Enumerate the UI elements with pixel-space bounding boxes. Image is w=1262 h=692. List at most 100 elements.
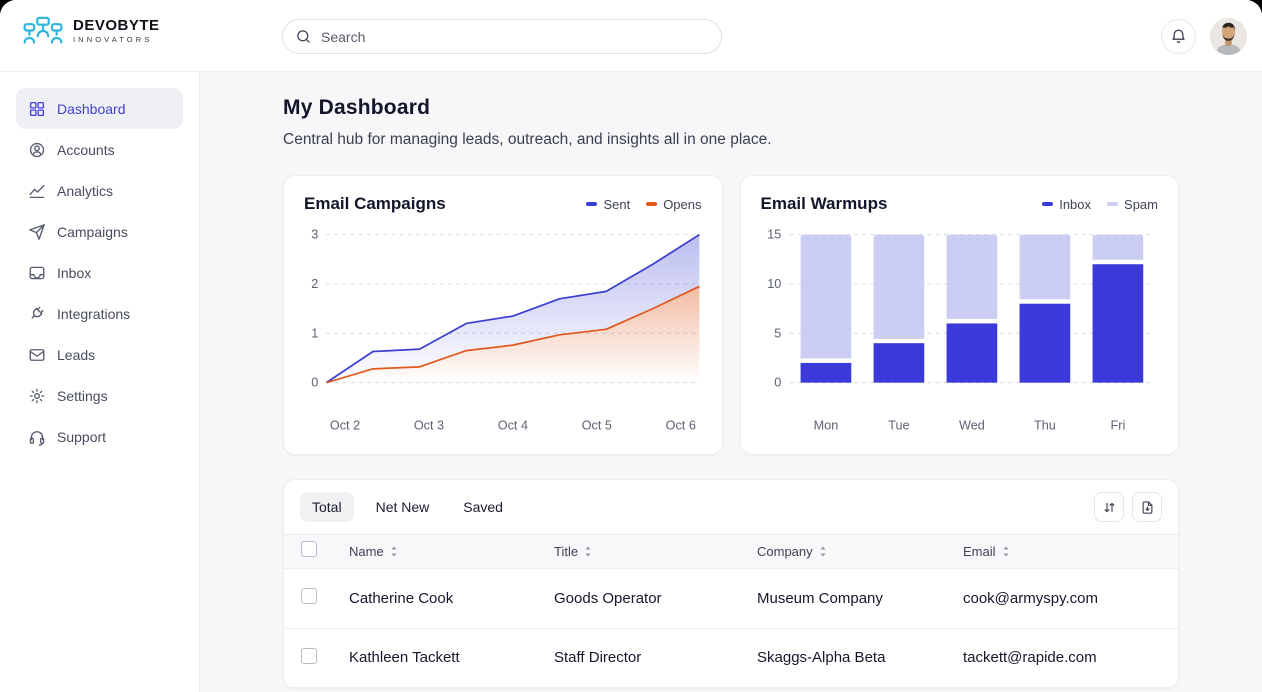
sidebar-item-label: Analytics — [57, 182, 114, 199]
sidebar-item-label: Inbox — [57, 264, 92, 281]
row-checkbox[interactable] — [301, 647, 317, 664]
legend-item-sent: Sent — [586, 197, 630, 212]
gear-icon — [29, 388, 45, 403]
brand-name: DEVOBYTE — [73, 16, 160, 34]
cell-company: Museum Company — [757, 589, 883, 607]
cell-email: tackett@rapide.com — [963, 649, 1097, 667]
sidebar-item-label: Campaigns — [57, 223, 128, 240]
cell-email: cook@armyspy.com — [963, 589, 1098, 607]
legend-item-opens: Opens — [646, 196, 702, 212]
cell-name: Catherine Cook — [349, 589, 454, 607]
sidebar-item-label: Support — [57, 428, 107, 445]
svg-text:Oct 5: Oct 5 — [582, 418, 612, 432]
svg-text:0: 0 — [311, 376, 318, 390]
svg-text:Thu: Thu — [1033, 418, 1055, 432]
svg-text:2: 2 — [311, 277, 318, 291]
svg-text:Oct 3: Oct 3 — [414, 418, 444, 432]
legend-item-spam: Spam — [1107, 197, 1158, 212]
sidebar-item-support[interactable]: Support — [16, 416, 183, 457]
main-content: My Dashboard Central hub for managing le… — [200, 72, 1262, 692]
search-bar[interactable] — [282, 19, 722, 54]
legend-label: Opens — [663, 196, 702, 212]
legend-swatch-inbox — [1042, 201, 1054, 207]
sidebar-item-leads[interactable]: Leads — [16, 334, 183, 375]
svg-text:Tue: Tue — [888, 418, 909, 432]
legend-swatch-sent — [586, 201, 598, 207]
table-row[interactable]: Catherine Cook Goods Operator Museum Com… — [284, 569, 1178, 629]
svg-text:5: 5 — [774, 326, 781, 340]
sidebar-item-integrations[interactable]: Integrations — [16, 293, 183, 334]
campaigns-legend: Sent Opens — [586, 196, 702, 212]
cell-company: Skaggs-Alpha Beta — [757, 649, 886, 667]
column-header-title[interactable]: Title — [554, 544, 757, 559]
svg-text:Oct 4: Oct 4 — [498, 418, 528, 432]
email-campaigns-area-chart: 0 1 2 3 Oct 2 Oct 3 Oct 4 Oct 5 Oct 6 — [311, 228, 700, 432]
email-campaigns-card: Email Campaigns Sent Opens 0 1 2 3 Oct 2 Oct … — [283, 175, 723, 455]
paper-plane-icon — [29, 223, 45, 240]
tab-total[interactable]: Total — [300, 492, 354, 522]
search-input[interactable] — [321, 28, 709, 45]
envelope-icon — [29, 348, 45, 361]
page-subtitle: Central hub for managing leads, outreach… — [283, 131, 772, 148]
avatar-image — [1210, 18, 1247, 55]
legend-swatch-opens — [646, 201, 658, 207]
cell-title: Goods Operator — [554, 589, 662, 607]
tab-net-new[interactable]: Net New — [375, 499, 430, 515]
sidebar-item-label: Settings — [57, 387, 108, 404]
export-file-icon — [1142, 500, 1152, 514]
column-header-company[interactable]: Company — [757, 544, 963, 559]
svg-text:Oct 2: Oct 2 — [330, 418, 360, 432]
email-warmups-bar-chart: 0 5 10 15 Mon Tue Wed Thu Fri — [767, 228, 1154, 432]
column-header-email[interactable]: Email — [963, 544, 1178, 559]
brand-tagline: INNOVATORS — [73, 35, 153, 45]
bell-icon — [1172, 29, 1185, 43]
column-header-name[interactable]: Name — [349, 544, 554, 559]
notifications-button[interactable] — [1161, 19, 1196, 54]
sidebar-item-label: Leads — [57, 346, 96, 363]
sort-button[interactable] — [1094, 492, 1124, 522]
legend-label: Inbox — [1059, 196, 1092, 212]
svg-text:1: 1 — [311, 326, 318, 340]
sidebar-nav: Dashboard Accounts Analytics Campaigns — [0, 72, 200, 692]
chart-title-email-campaigns: Email Campaigns — [304, 194, 446, 213]
svg-text:0: 0 — [774, 376, 781, 390]
brand-logo: DEVOBYTE INNOVATORS — [22, 14, 160, 48]
sidebar-item-dashboard[interactable]: Dashboard — [16, 88, 183, 129]
logo-people-icon — [23, 16, 63, 44]
sidebar-item-campaigns[interactable]: Campaigns — [16, 211, 183, 252]
table-row[interactable]: Kathleen Tackett Staff Director Skaggs-A… — [284, 629, 1178, 688]
sort-updown-icon — [1003, 546, 1009, 557]
sidebar-item-accounts[interactable]: Accounts — [16, 129, 183, 170]
select-all-checkbox[interactable] — [301, 541, 317, 557]
table-header-row: Name Title Company — [284, 535, 1178, 569]
sort-arrows-icon — [1104, 502, 1114, 512]
chart-title-email-warmups: Email Warmups — [760, 194, 888, 213]
leads-table-card: Total Net New Saved — [283, 479, 1179, 689]
row-checkbox[interactable] — [301, 588, 317, 605]
sidebar-item-inbox[interactable]: Inbox — [16, 252, 183, 293]
top-bar: DEVOBYTE INNOVATORS — [0, 0, 1262, 72]
grid-icon — [29, 101, 45, 116]
sidebar-item-label: Integrations — [57, 305, 131, 322]
charts-row: Email Campaigns Sent Opens 0 1 2 3 Oct 2 Oct … — [283, 175, 1179, 455]
sort-updown-icon — [820, 546, 826, 557]
cell-name: Kathleen Tackett — [349, 649, 460, 667]
search-icon — [297, 30, 310, 43]
user-avatar[interactable] — [1210, 18, 1247, 55]
legend-item-inbox: Inbox — [1042, 197, 1091, 212]
sidebar-item-analytics[interactable]: Analytics — [16, 170, 183, 211]
sort-updown-icon — [585, 546, 591, 557]
user-circle-icon — [29, 142, 45, 157]
legend-label: Spam — [1124, 196, 1158, 212]
warmups-legend: Inbox Spam — [1042, 197, 1158, 212]
legend-label: Sent — [603, 196, 631, 212]
plug-icon — [31, 306, 44, 319]
export-button[interactable] — [1132, 492, 1162, 522]
sidebar-item-settings[interactable]: Settings — [16, 375, 183, 416]
sort-updown-icon — [391, 546, 397, 557]
svg-text:3: 3 — [311, 228, 318, 242]
headset-icon — [29, 430, 45, 446]
line-chart-icon — [29, 184, 45, 198]
tab-saved[interactable]: Saved — [463, 499, 503, 515]
